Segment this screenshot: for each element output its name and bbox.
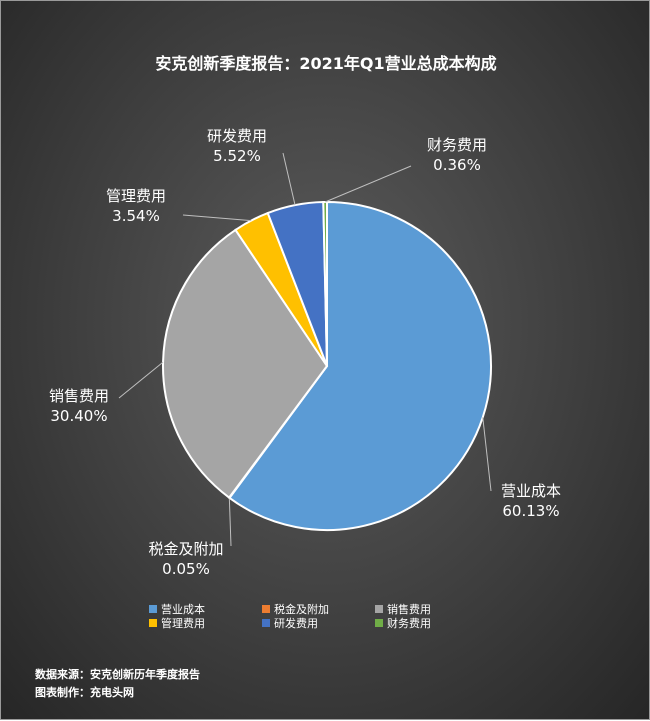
leader-line-2	[118, 361, 164, 399]
slice-label-2: 销售费用 30.40%	[19, 386, 139, 426]
legend-swatch	[149, 605, 157, 613]
slice-value: 0.36%	[433, 156, 481, 174]
legend-label: 管理费用	[161, 617, 205, 630]
legend-item-4: 研发费用	[262, 615, 318, 631]
data-source-note: 数据来源：安克创新历年季度报告	[35, 668, 200, 681]
slice-label-5: 财务费用 0.36%	[397, 135, 517, 175]
legend-swatch	[375, 619, 383, 627]
leader-line-1	[228, 497, 232, 547]
legend-item-3: 管理费用	[149, 615, 205, 631]
slice-label-0: 营业成本 60.13%	[471, 481, 591, 521]
slice-label-1: 税金及附加 0.05%	[126, 539, 246, 579]
slice-value: 30.40%	[50, 407, 108, 425]
slice-value: 5.52%	[213, 147, 261, 165]
legend-item-5: 财务费用	[375, 615, 431, 631]
slice-value: 3.54%	[112, 207, 160, 225]
legend-label: 营业成本	[161, 603, 205, 616]
legend-swatch	[262, 619, 270, 627]
legend-label: 税金及附加	[274, 603, 329, 616]
legend-swatch	[262, 605, 270, 613]
legend-item-0: 营业成本	[149, 601, 205, 617]
leader-line-3	[182, 214, 252, 222]
slice-name: 研发费用	[206, 127, 267, 145]
slice-value: 60.13%	[502, 502, 560, 520]
footer: 数据来源：安克创新历年季度报告 图表制作：充电头网	[35, 666, 200, 702]
legend-swatch	[375, 605, 383, 613]
slice-name: 管理费用	[105, 187, 166, 205]
chart-title: 安克创新季度报告：2021年Q1营业总成本构成	[155, 54, 497, 73]
leader-line-0	[482, 417, 492, 492]
leader-line-4	[282, 152, 296, 206]
slice-label-4: 研发费用 5.52%	[177, 126, 297, 166]
slice-value: 0.05%	[162, 560, 210, 578]
slice-name: 营业成本	[500, 482, 561, 500]
leader-line-5	[324, 165, 412, 203]
chart-credit: 图表制作：充电头网	[35, 686, 134, 699]
legend-label: 研发费用	[274, 617, 318, 630]
legend-item-1: 税金及附加	[262, 601, 329, 617]
legend-swatch	[149, 619, 157, 627]
slice-label-3: 管理费用 3.54%	[76, 186, 196, 226]
legend-label: 销售费用	[387, 603, 431, 616]
slice-name: 财务费用	[426, 136, 487, 154]
slice-name: 销售费用	[48, 387, 109, 405]
pie-slice-0	[228, 200, 492, 531]
slice-name: 税金及附加	[148, 540, 224, 558]
legend-label: 财务费用	[387, 617, 431, 630]
legend-item-2: 销售费用	[375, 601, 431, 617]
